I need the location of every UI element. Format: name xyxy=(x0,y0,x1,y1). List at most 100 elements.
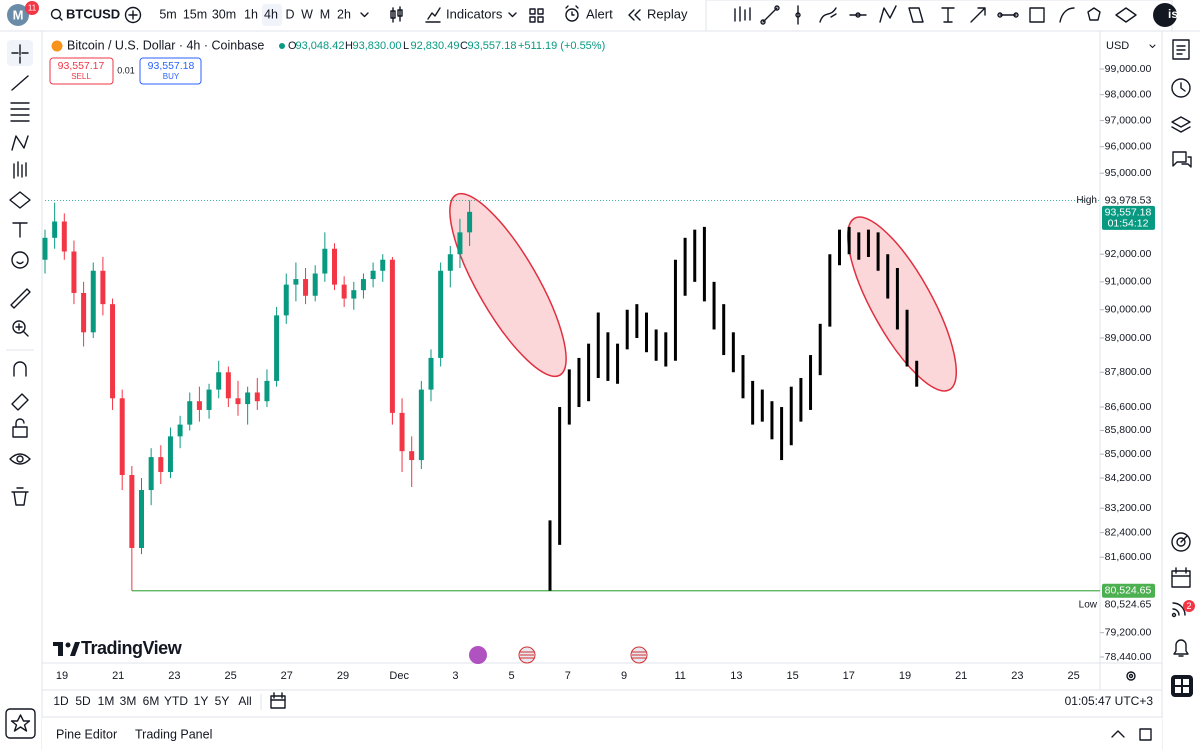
y-tick-label: 86,600.00 xyxy=(1105,401,1152,413)
candle-body xyxy=(399,412,405,452)
quantity[interactable]: 0.01 xyxy=(117,65,135,75)
user-menu[interactable] xyxy=(1153,3,1177,27)
logo: TradingView xyxy=(81,638,183,658)
x-tick-label: 3 xyxy=(452,670,458,682)
sell-button[interactable] xyxy=(49,57,114,85)
ohlc-key: C xyxy=(460,40,468,52)
x-tick-label: 25 xyxy=(1067,670,1079,682)
flag-stripes xyxy=(632,651,646,659)
currency-menu[interactable] xyxy=(1149,44,1156,48)
candle-body xyxy=(167,436,173,473)
event-marker[interactable] xyxy=(469,646,487,664)
sell-label: SELL xyxy=(71,72,91,81)
panel-tab[interactable]: Trading Panel xyxy=(135,727,212,741)
y-tick-label: 78,440.00 xyxy=(1105,651,1152,663)
range-button[interactable]: 1D xyxy=(53,694,69,708)
highlight-ellipse[interactable] xyxy=(430,180,586,390)
low-price-box xyxy=(1102,583,1155,598)
ohlc-key: H xyxy=(345,40,353,52)
candle-body xyxy=(42,237,48,260)
candle-body xyxy=(467,211,473,233)
range-button[interactable]: YTD xyxy=(164,694,188,708)
active-interval-bg xyxy=(262,4,282,26)
avatar[interactable] xyxy=(7,4,29,26)
x-tick-label: 5 xyxy=(509,670,515,682)
highlight-ellipse[interactable] xyxy=(828,204,975,405)
interval[interactable]: 5m xyxy=(159,7,176,21)
add-symbol[interactable] xyxy=(124,6,142,24)
x-tick-label: Dec xyxy=(389,670,409,682)
y-tick-label: 87,800.00 xyxy=(1105,366,1152,378)
interval[interactable]: 4h xyxy=(264,7,278,21)
x-tick-label: 11 xyxy=(674,670,685,682)
x-tick-label: 19 xyxy=(56,670,68,682)
range-button[interactable]: 5Y xyxy=(215,694,230,708)
expand-panel[interactable] xyxy=(1111,730,1125,738)
intervals: 5m 15m 30m 1h 4h D W M 2h xyxy=(159,7,351,21)
candle-body xyxy=(206,389,212,410)
replay-button[interactable]: Replay xyxy=(647,6,688,21)
buy-price: 93,557.18 xyxy=(148,60,195,72)
interval[interactable]: W xyxy=(301,7,313,21)
alert-button[interactable]: Alert xyxy=(586,6,613,21)
goto-date[interactable] xyxy=(270,692,286,709)
indicators-menu[interactable] xyxy=(508,12,517,18)
candle-body xyxy=(100,270,106,305)
x-tick-label: 23 xyxy=(1011,670,1023,682)
x-tick-label: 21 xyxy=(112,670,124,682)
buy-label: BUY xyxy=(163,72,180,81)
candle-body xyxy=(303,279,309,296)
interval[interactable]: D xyxy=(285,7,294,21)
interval[interactable]: 30m xyxy=(212,7,236,21)
interval[interactable]: M xyxy=(320,7,330,21)
candle-body xyxy=(235,398,241,405)
axis-settings[interactable] xyxy=(1126,671,1136,681)
interval[interactable]: 1h xyxy=(244,7,258,21)
low-price: 80,524.65 xyxy=(1105,599,1152,611)
chart-type-icon[interactable] xyxy=(390,6,403,23)
replay-icon[interactable] xyxy=(628,9,641,21)
search-icon[interactable] xyxy=(50,8,63,21)
x-tick-label: 21 xyxy=(955,670,967,682)
range-button[interactable]: 3M xyxy=(120,694,137,708)
alert-icon[interactable] xyxy=(565,5,579,22)
range-button[interactable]: All xyxy=(238,694,251,708)
panel-tab[interactable]: Pine Editor xyxy=(56,727,117,741)
buy-button[interactable] xyxy=(139,57,202,85)
indicators-button[interactable]: Indicators xyxy=(446,6,503,21)
right-sidebar-icons[interactable] xyxy=(1171,39,1192,657)
candle-body xyxy=(187,401,193,425)
candle-body xyxy=(428,357,434,390)
y-tick-label: 82,400.00 xyxy=(1105,526,1152,538)
candle-body xyxy=(129,475,135,548)
range-button[interactable]: 1Y xyxy=(194,694,209,708)
range-button[interactable]: 5D xyxy=(75,694,91,708)
ranges: 1D 5D 1M 3M 6M YTD 1Y 5Y All xyxy=(53,694,251,708)
interval-menu[interactable] xyxy=(360,12,369,18)
candle-body xyxy=(457,232,463,255)
candle-body xyxy=(264,380,270,402)
left-toolbar-icons[interactable] xyxy=(9,44,31,506)
clock[interactable]: 01:05:47 UTC+3 xyxy=(1065,694,1154,708)
candle-body xyxy=(283,284,289,316)
candle-body xyxy=(380,259,386,271)
drawing-tools[interactable] xyxy=(734,5,1137,25)
apps-grid xyxy=(1175,679,1189,693)
indicators-icon[interactable] xyxy=(425,7,441,23)
range-button[interactable]: 6M xyxy=(143,694,160,708)
candle-body xyxy=(418,389,424,461)
countdown: 01:54:12 xyxy=(1108,218,1149,230)
ohlc-key: O xyxy=(288,40,297,52)
layouts-icon[interactable] xyxy=(529,8,544,23)
candle-body xyxy=(225,372,231,399)
bottom-panel xyxy=(42,717,1162,750)
high-label: High xyxy=(1076,195,1097,206)
interval[interactable]: 2h xyxy=(337,7,351,21)
apps-button[interactable] xyxy=(1171,675,1193,697)
currency[interactable]: USD xyxy=(1106,40,1129,52)
maximize-panel[interactable] xyxy=(1139,728,1152,741)
range-button[interactable]: 1M xyxy=(98,694,115,708)
interval[interactable]: 15m xyxy=(183,7,207,21)
watchlist-star[interactable] xyxy=(5,708,36,739)
symbol[interactable]: BTCUSD xyxy=(66,6,120,21)
